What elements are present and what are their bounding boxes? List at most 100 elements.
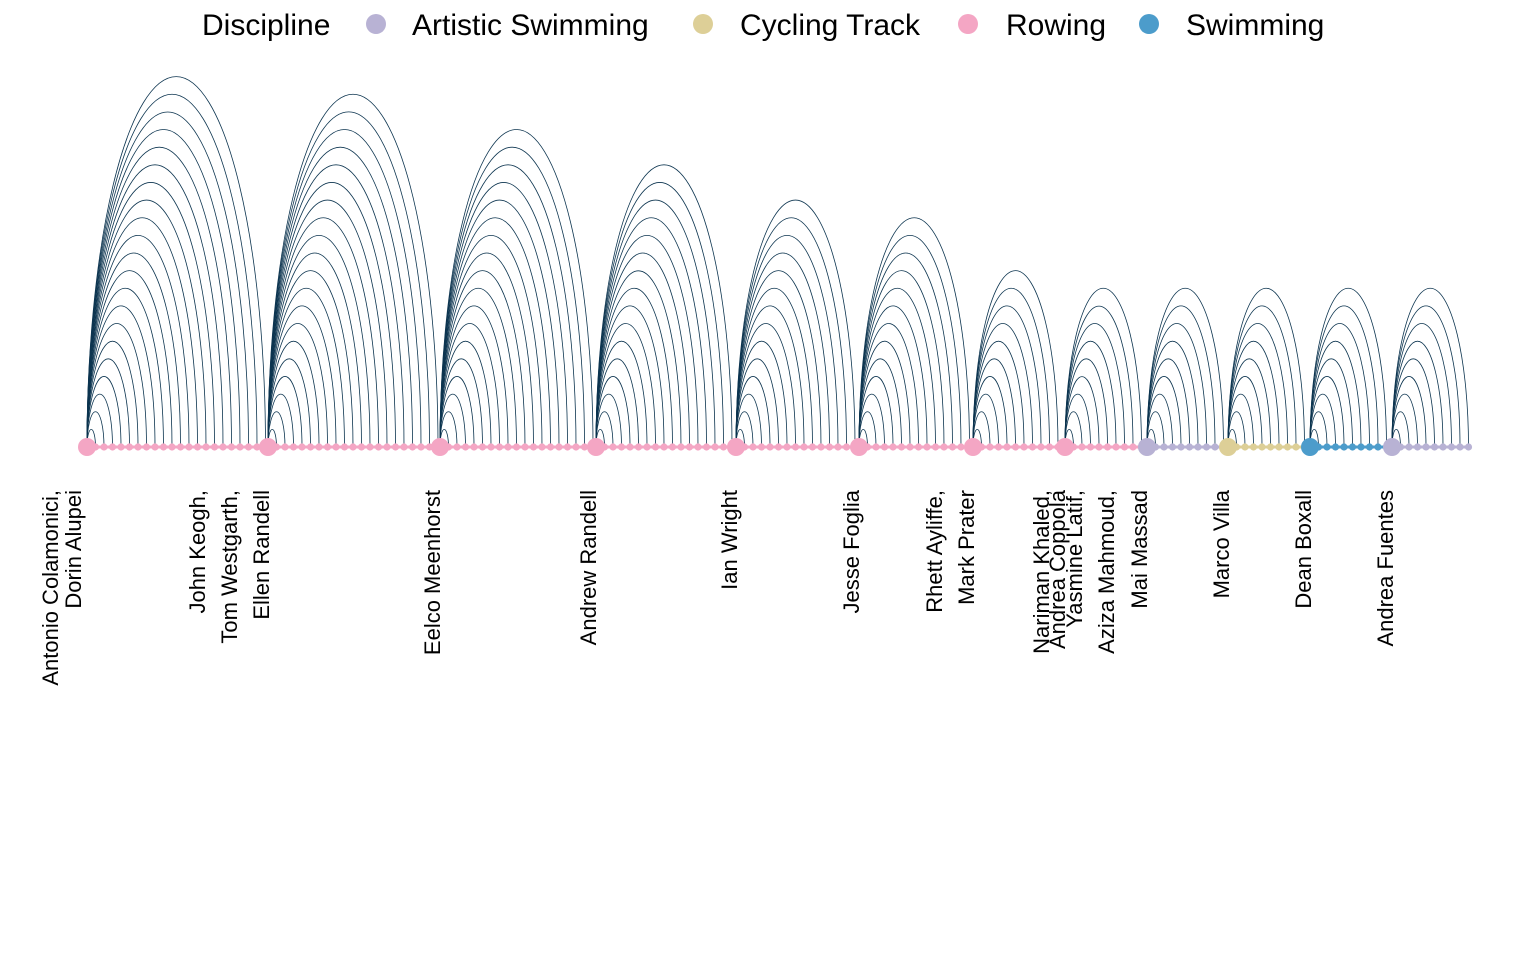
edge-arc [86, 340, 139, 448]
hub-node-0 [78, 438, 96, 456]
node-point [923, 443, 931, 451]
edge-arc [267, 305, 337, 448]
node-point [349, 443, 357, 451]
edge-arc [86, 199, 207, 448]
edge-arc [1391, 323, 1452, 448]
edge-arc [86, 129, 241, 448]
node-point [685, 443, 694, 451]
node-point [986, 443, 994, 451]
edge-arc [86, 305, 156, 448]
node-point [1456, 443, 1464, 451]
edge-arc [595, 217, 707, 448]
node-point [1292, 443, 1300, 451]
edge-arc [735, 323, 796, 448]
edge-arc [858, 252, 953, 448]
node-point [1037, 443, 1045, 451]
edge-arc [595, 235, 699, 448]
node-point [702, 443, 711, 451]
node-point [1177, 443, 1185, 451]
node-point [651, 443, 660, 451]
edge-arc [735, 305, 805, 448]
edge-arc [1146, 376, 1182, 448]
edge-arc [595, 287, 673, 448]
node-point [940, 443, 948, 451]
node-point [487, 443, 495, 451]
node-point [298, 443, 306, 451]
node-point [1045, 443, 1054, 451]
edge-arc [267, 164, 405, 448]
edge-arc [972, 358, 1016, 448]
node-point [808, 443, 817, 451]
edge-arc [439, 252, 534, 448]
edge-arc [439, 199, 560, 448]
edge-arc [972, 287, 1050, 448]
hub-node-1 [259, 438, 277, 456]
edge-arc [267, 270, 354, 448]
hub-node-3 [587, 438, 605, 456]
edge-arc [1391, 358, 1435, 448]
node-point [914, 443, 923, 451]
node-point [470, 443, 478, 451]
node-point [872, 443, 880, 451]
node-label: Mark Prater [954, 490, 979, 605]
edge-arc [1309, 305, 1379, 448]
node-label: Marco Villa [1209, 489, 1234, 598]
edge-arc [267, 323, 328, 448]
node-point [897, 443, 906, 451]
node-point [219, 443, 227, 451]
node-point [1348, 443, 1357, 451]
node-point [1129, 443, 1137, 451]
node-point [383, 443, 391, 451]
node-label: Mai Massad [1127, 490, 1152, 609]
edge-arc [735, 376, 771, 448]
node-point [357, 443, 366, 451]
legend-entry-2: Rowing [1006, 9, 1106, 42]
edge-arc [439, 287, 517, 448]
edge-arc [439, 323, 500, 448]
node-point [757, 443, 766, 451]
node-point [185, 443, 193, 451]
node-point [1194, 443, 1202, 451]
node-point [1202, 443, 1211, 451]
node-point [134, 443, 142, 451]
edge-arc [86, 164, 224, 448]
node-point [1340, 443, 1348, 451]
hub-node-10 [1301, 438, 1319, 456]
node-point [1020, 443, 1028, 451]
edge-arc [86, 270, 173, 448]
node-point [825, 443, 834, 451]
hub-node-5 [850, 438, 868, 456]
node-point [1086, 443, 1095, 451]
edge-arc [1309, 376, 1345, 448]
node-point [719, 443, 728, 451]
node-point [1258, 443, 1266, 451]
node-point [774, 443, 783, 451]
edge-arc [86, 146, 232, 448]
edge-arc [1309, 287, 1387, 448]
edge-arc [595, 164, 733, 448]
edge-arc [858, 287, 936, 448]
node-label: Andrew Randell [576, 490, 601, 645]
edge-arc [439, 376, 475, 448]
node-label: Dorin Alupei [61, 490, 86, 609]
node-point [1439, 443, 1447, 451]
node-point [374, 443, 383, 451]
hub-node-9 [1219, 438, 1237, 456]
edge-arc [1227, 305, 1297, 448]
edge-arc [1146, 358, 1190, 448]
edge-arc [1064, 323, 1125, 448]
node-point [1365, 443, 1374, 451]
edge-arc [1227, 287, 1305, 448]
edge-arc [972, 340, 1025, 448]
node-point [1011, 443, 1020, 451]
node-label: Antonio Colamonici, [38, 490, 63, 686]
node-point [711, 443, 719, 451]
edge-arc [267, 93, 439, 448]
node-point [108, 443, 117, 451]
node-point [289, 443, 298, 451]
edge-arc [1146, 287, 1224, 448]
edge-arc [1391, 340, 1444, 448]
node-label: Yasmine Latif, [1062, 490, 1087, 628]
node-point [957, 443, 965, 451]
edge-arc [735, 217, 847, 448]
